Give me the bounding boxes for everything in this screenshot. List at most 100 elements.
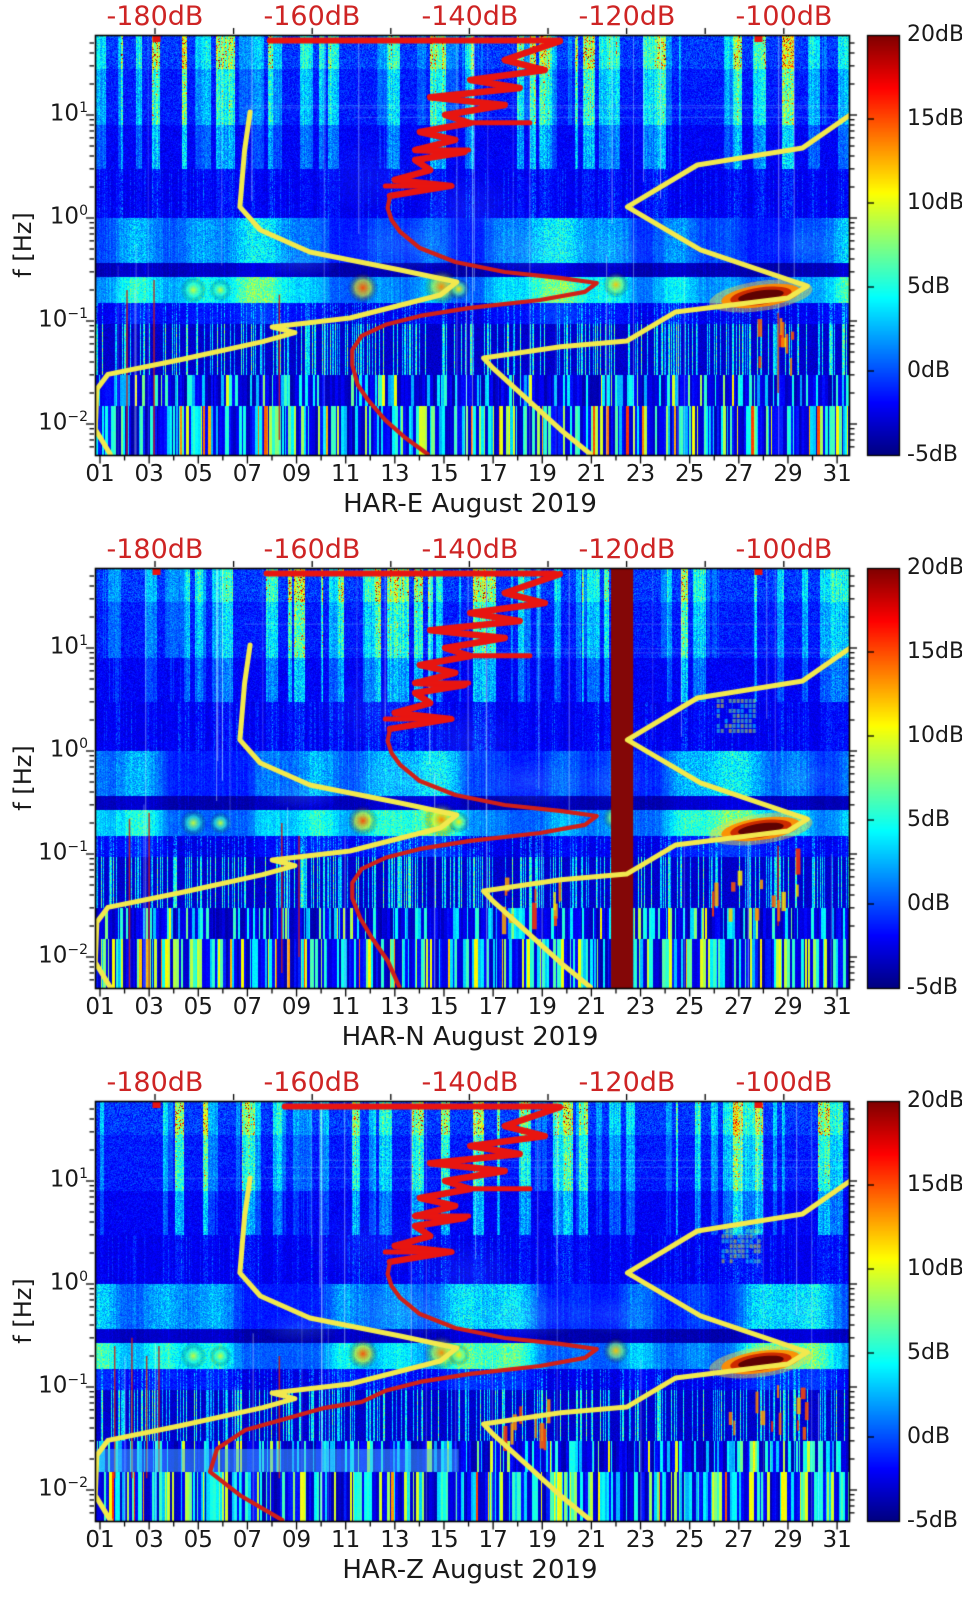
- x-tick-label: 13: [380, 994, 410, 1020]
- x-tick-label: 09: [281, 994, 312, 1020]
- y-tick-label: 100: [49, 1269, 88, 1296]
- panel-title: HAR-Z August 2019: [342, 1555, 598, 1585]
- colorbar-tick-label: 15dB: [907, 106, 962, 131]
- x-tick-label: 15: [429, 994, 459, 1020]
- colorbar-tick-label: 0dB: [907, 1424, 951, 1449]
- x-tick-label: 23: [625, 994, 656, 1020]
- x-tick-label: 05: [183, 461, 213, 487]
- top-axis-label: -100dB: [735, 534, 833, 565]
- spectrogram-canvas-har-e: [0, 0, 962, 533]
- x-tick-label: 17: [478, 994, 508, 1020]
- x-tick-label: 31: [822, 1527, 852, 1553]
- x-tick-label: 27: [724, 461, 754, 487]
- colorbar-tick-label: 20dB: [907, 1088, 962, 1113]
- x-tick-label: 07: [232, 1527, 263, 1553]
- y-tick-label: 101: [49, 1166, 88, 1193]
- colorbar-tick-label: -5dB: [907, 442, 958, 467]
- x-tick-label: 21: [576, 1527, 607, 1553]
- top-axis-label: -120dB: [578, 1067, 676, 1098]
- x-tick-label: 05: [183, 1527, 213, 1553]
- y-tick-label: 10−1: [38, 1372, 88, 1399]
- colorbar-tick-label: 15dB: [907, 1172, 962, 1197]
- panel-title: HAR-N August 2019: [341, 1022, 599, 1052]
- x-tick-label: 21: [576, 461, 607, 487]
- top-axis-label: -140dB: [421, 1, 519, 32]
- spectrogram-canvas-har-n: [0, 533, 962, 1066]
- x-tick-label: 17: [478, 461, 508, 487]
- colorbar-tick-label: -5dB: [907, 975, 958, 1000]
- colorbar-tick-label: 0dB: [907, 358, 951, 383]
- x-tick-label: 11: [331, 461, 361, 487]
- top-axis-label: -160dB: [263, 534, 361, 565]
- x-tick-label: 27: [724, 1527, 754, 1553]
- colorbar-tick-label: 5dB: [907, 807, 951, 832]
- y-tick-label: 10−1: [38, 839, 88, 866]
- panel-title: HAR-E August 2019: [343, 489, 597, 519]
- x-tick-label: 23: [625, 1527, 656, 1553]
- top-axis-label: -180dB: [106, 534, 204, 565]
- x-tick-label: 29: [773, 1527, 803, 1553]
- y-tick-label: 101: [49, 100, 88, 127]
- colorbar-tick-label: -5dB: [907, 1508, 958, 1533]
- top-axis-label: -140dB: [421, 1067, 519, 1098]
- spectrogram-canvas-har-z: [0, 1066, 962, 1599]
- colorbar-tick-label: 5dB: [907, 1340, 951, 1365]
- y-tick-label: 10−2: [38, 409, 88, 436]
- x-tick-label: 25: [675, 461, 705, 487]
- y-tick-label: 101: [49, 633, 88, 660]
- x-tick-label: 05: [183, 994, 213, 1020]
- top-axis-label: -100dB: [735, 1, 833, 32]
- x-tick-label: 13: [380, 461, 410, 487]
- x-tick-label: 13: [380, 1527, 410, 1553]
- x-tick-label: 19: [527, 461, 557, 487]
- x-tick-label: 19: [527, 1527, 557, 1553]
- top-axis-label: -120dB: [578, 1, 676, 32]
- x-tick-label: 11: [331, 994, 361, 1020]
- colorbar-tick-label: 10dB: [907, 723, 962, 748]
- colorbar-tick-label: 20dB: [907, 555, 962, 580]
- colorbar-tick-label: 5dB: [907, 274, 951, 299]
- x-tick-label: 29: [773, 461, 803, 487]
- y-tick-label: 100: [49, 203, 88, 230]
- colorbar-tick-label: 10dB: [907, 190, 962, 215]
- x-tick-label: 07: [232, 461, 263, 487]
- top-axis-label: -140dB: [421, 534, 519, 565]
- panel-har-n: -180dB -160dB -140dB -120dB -100dB f [Hz…: [0, 533, 962, 1066]
- x-tick-label: 01: [85, 1527, 115, 1553]
- colorbar-tick-label: 10dB: [907, 1256, 962, 1281]
- panel-har-z: -180dB -160dB -140dB -120dB -100dB f [Hz…: [0, 1066, 962, 1599]
- x-tick-label: 01: [85, 461, 115, 487]
- x-tick-label: 31: [822, 461, 852, 487]
- y-tick-label: 10−2: [38, 1475, 88, 1502]
- panel-har-e: -180dB -160dB -140dB -120dB -100dB f [Hz…: [0, 0, 962, 533]
- x-tick-label: 23: [625, 461, 656, 487]
- x-tick-label: 07: [232, 994, 263, 1020]
- x-tick-label: 25: [675, 994, 705, 1020]
- y-tick-label: 100: [49, 736, 88, 763]
- top-axis-label: -120dB: [578, 534, 676, 565]
- x-tick-label: 09: [281, 461, 312, 487]
- top-axis-label: -160dB: [263, 1, 361, 32]
- top-axis-label: -180dB: [106, 1, 204, 32]
- top-axis-label: -160dB: [263, 1067, 361, 1098]
- y-tick-label: 10−2: [38, 942, 88, 969]
- y-tick-label: 10−1: [38, 306, 88, 333]
- x-tick-label: 29: [773, 994, 803, 1020]
- x-tick-label: 03: [134, 1527, 164, 1553]
- x-tick-label: 11: [331, 1527, 361, 1553]
- x-tick-label: 03: [134, 461, 164, 487]
- colorbar-tick-label: 0dB: [907, 891, 951, 916]
- top-axis-label: -180dB: [106, 1067, 204, 1098]
- x-tick-label: 31: [822, 994, 852, 1020]
- x-tick-label: 15: [429, 1527, 459, 1553]
- x-tick-label: 01: [85, 994, 115, 1020]
- x-tick-label: 09: [281, 1527, 312, 1553]
- x-tick-label: 27: [724, 994, 754, 1020]
- x-tick-label: 25: [675, 1527, 705, 1553]
- x-tick-label: 15: [429, 461, 459, 487]
- x-tick-label: 19: [527, 994, 557, 1020]
- x-tick-label: 17: [478, 1527, 508, 1553]
- colorbar-tick-label: 20dB: [907, 22, 962, 47]
- top-axis-label: -100dB: [735, 1067, 833, 1098]
